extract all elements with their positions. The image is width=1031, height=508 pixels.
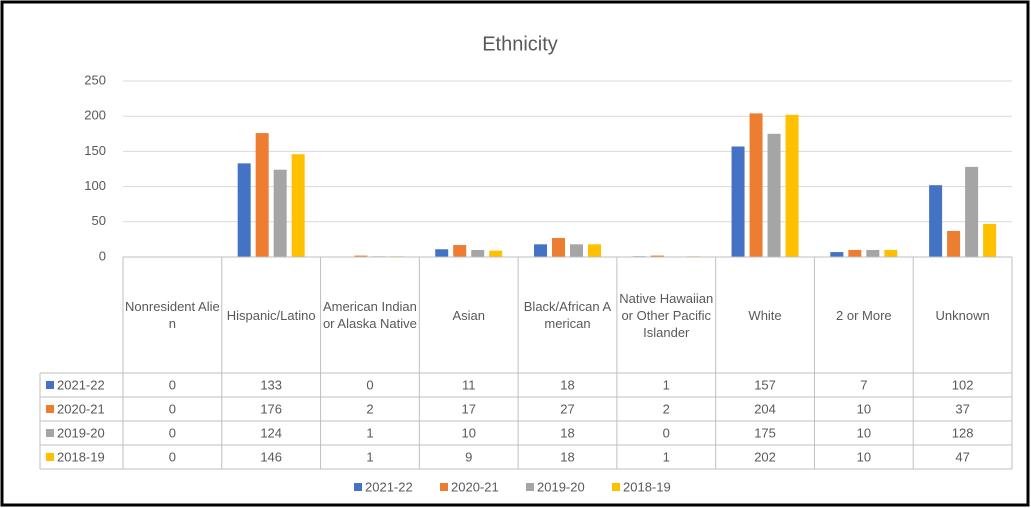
- bar: [830, 252, 844, 257]
- legend-key: [440, 483, 448, 491]
- table-value: 146: [260, 449, 282, 464]
- table-value: 157: [754, 377, 776, 392]
- table-value: 176: [260, 401, 282, 416]
- table-value: 0: [169, 377, 176, 392]
- bar: [983, 223, 997, 257]
- y-tick-label: 0: [99, 248, 106, 263]
- category-label: Nonresident Alien: [125, 299, 220, 331]
- bar: [291, 154, 305, 257]
- table-value: 124: [260, 425, 282, 440]
- table-value: 10: [857, 425, 871, 440]
- table-value: 10: [857, 401, 871, 416]
- bar: [489, 250, 503, 257]
- bar: [884, 249, 898, 257]
- table-value: 18: [560, 425, 574, 440]
- table-value: 10: [461, 425, 475, 440]
- bar: [749, 113, 763, 257]
- table-value: 1: [663, 449, 670, 464]
- table-series-name: 2019-20: [57, 425, 105, 440]
- bar: [273, 169, 287, 257]
- table-value: 1: [366, 449, 373, 464]
- category-label: Asian: [452, 307, 485, 323]
- category-label: 2 or More: [836, 307, 892, 323]
- table-value: 102: [952, 377, 974, 392]
- table-value: 9: [465, 449, 472, 464]
- bar: [848, 249, 862, 257]
- category-label: Hispanic/Latino: [226, 307, 316, 323]
- table-value: 11: [462, 377, 476, 392]
- table-value: 0: [366, 377, 373, 392]
- bar: [453, 245, 467, 257]
- table-value: 133: [260, 377, 282, 392]
- table-legend-key: [46, 381, 54, 389]
- legend-key: [354, 483, 362, 491]
- legend-key: [612, 483, 620, 491]
- table-value: 0: [169, 425, 176, 440]
- table-value: 1: [663, 377, 670, 392]
- table-value: 47: [955, 449, 969, 464]
- table-value: 204: [754, 401, 776, 416]
- table-value: 27: [560, 401, 574, 416]
- bar: [947, 230, 961, 257]
- table-value: 10: [857, 449, 871, 464]
- bar: [965, 166, 979, 257]
- bar: [731, 146, 745, 257]
- y-tick-label: 200: [84, 108, 106, 123]
- bar: [767, 133, 781, 257]
- bar: [435, 249, 449, 257]
- chart-title: Ethnicity: [482, 33, 558, 55]
- table-value: 17: [461, 401, 475, 416]
- bar: [650, 255, 664, 257]
- table-legend-key: [46, 405, 54, 413]
- table-value: 175: [754, 425, 776, 440]
- y-tick-label: 250: [84, 72, 106, 87]
- y-tick-label: 100: [84, 178, 106, 193]
- bar: [866, 249, 880, 257]
- table-value: 0: [169, 449, 176, 464]
- bar: [255, 133, 269, 257]
- bar: [929, 185, 943, 257]
- table-series-name: 2018-19: [57, 449, 105, 464]
- table-legend-key: [46, 429, 54, 437]
- bar: [534, 244, 547, 257]
- legend-label: 2019-20: [537, 479, 585, 494]
- table-value: 0: [663, 425, 670, 440]
- table-legend-key: [46, 453, 54, 461]
- y-tick-label: 50: [92, 213, 106, 228]
- legend-label: 2021-22: [365, 479, 413, 494]
- y-tick-label: 150: [84, 143, 106, 158]
- table-value: 0: [169, 401, 176, 416]
- category-label: White: [748, 307, 782, 323]
- bar: [471, 249, 485, 257]
- legend-key: [526, 483, 534, 491]
- category-label: Native Hawaiian or Other Pacific Islande…: [619, 290, 714, 340]
- legend-label: 2020-21: [451, 479, 499, 494]
- legend-label: 2018-19: [623, 479, 671, 494]
- table-series-name: 2020-21: [57, 401, 105, 416]
- bar: [552, 237, 565, 257]
- bar: [588, 244, 601, 257]
- bar: [785, 114, 799, 258]
- category-label: American Indian or Alaska Native: [322, 299, 417, 331]
- table-value: 128: [952, 425, 974, 440]
- bar: [237, 163, 251, 257]
- table-value: 1: [366, 425, 373, 440]
- table-value: 7: [860, 377, 867, 392]
- table-value: 18: [560, 449, 574, 464]
- table-value: 202: [754, 449, 776, 464]
- category-label: Black/African American: [523, 299, 612, 331]
- bar: [570, 244, 583, 257]
- table-value: 37: [955, 401, 969, 416]
- table-series-name: 2021-22: [57, 377, 105, 392]
- bar: [354, 255, 368, 257]
- table-value: 18: [560, 377, 574, 392]
- table-value: 2: [366, 401, 373, 416]
- category-label: Unknown: [935, 307, 990, 323]
- table-value: 2: [663, 401, 670, 416]
